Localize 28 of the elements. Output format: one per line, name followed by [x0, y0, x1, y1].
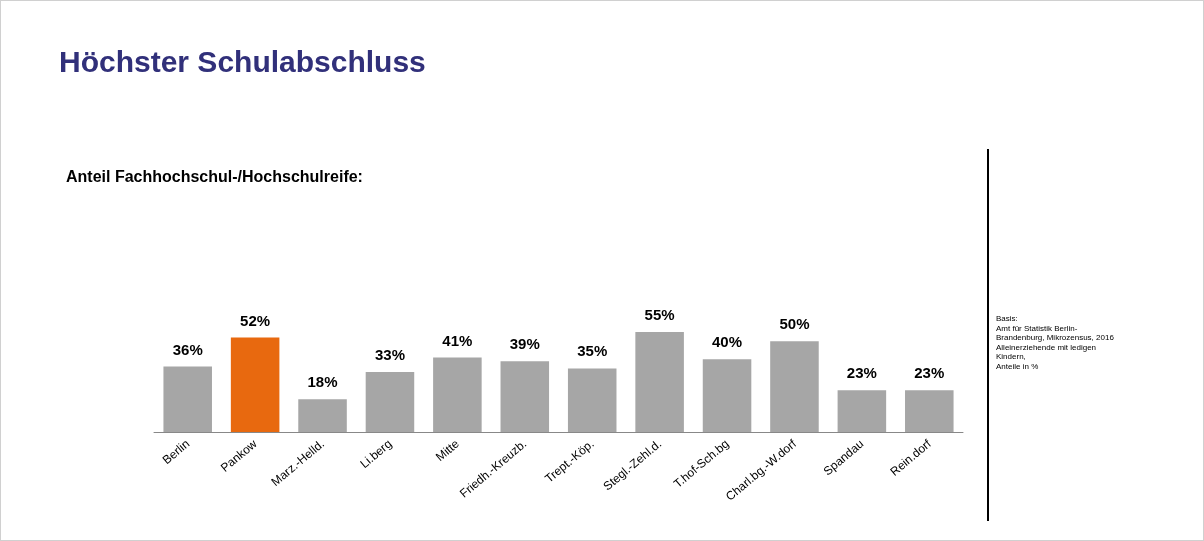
data-label: 23% — [846, 364, 877, 382]
bar — [635, 332, 684, 432]
data-label: 41% — [442, 331, 473, 349]
bar — [298, 399, 347, 432]
data-label: 55% — [644, 306, 675, 324]
bar — [230, 337, 280, 432]
data-label: 39% — [509, 335, 540, 353]
bar — [770, 341, 819, 432]
bar — [567, 368, 617, 432]
bar — [163, 366, 212, 432]
bar — [702, 359, 752, 432]
data-label: 40% — [712, 333, 743, 351]
bar — [837, 390, 887, 432]
chart-title: Höchster Schulabschluss — [59, 45, 426, 79]
bar — [500, 361, 550, 432]
data-label: 23% — [914, 364, 945, 382]
data-label: 35% — [577, 342, 608, 360]
bar — [365, 372, 415, 432]
bar — [905, 390, 954, 432]
x-tick-label: Mitte — [432, 436, 463, 465]
data-label: 18% — [307, 373, 338, 391]
bar — [433, 357, 482, 432]
text: Basis: Amt für Statistik Berlin- Brandenburg, Mikrozensus, 2016 Alleinerziehende mit ledigen Kindern, Anteile in % — [996, 314, 1114, 371]
chart-subtitle: Anteil Fachhochschul-/Hochschulreife: — [66, 168, 363, 186]
data-label: 36% — [172, 340, 203, 358]
data-label: 33% — [374, 346, 405, 364]
data-label: 50% — [779, 315, 810, 333]
data-label: 52% — [240, 311, 271, 329]
